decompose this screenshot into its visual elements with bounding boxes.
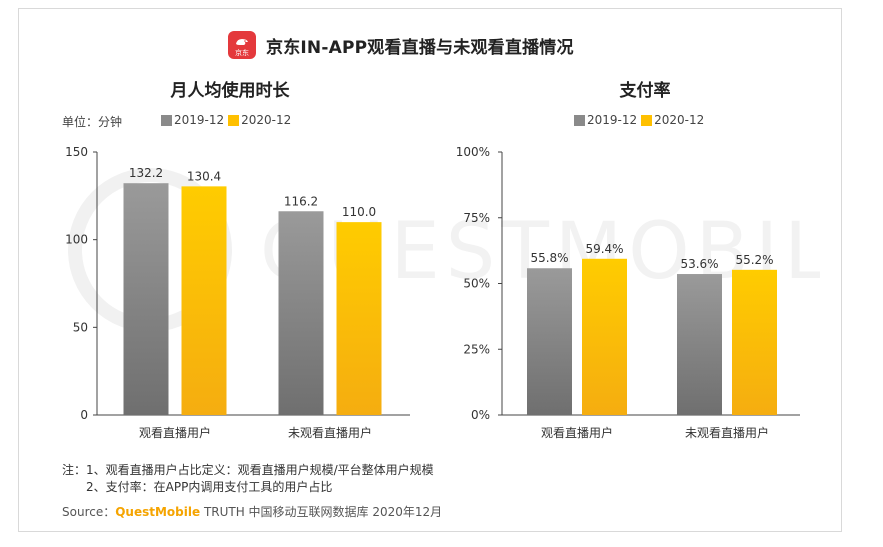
y-tick-label: 0%: [471, 408, 490, 422]
y-tick-label: 50: [73, 320, 88, 334]
jd-dog-icon: [236, 39, 248, 45]
legend-swatch-2019: [574, 114, 585, 126]
legend-item-2020: 2020-12: [228, 113, 291, 127]
legend-item-2020: 2020-12: [641, 113, 704, 127]
left-chart-title: 月人均使用时长: [170, 81, 290, 101]
bar: [527, 268, 572, 415]
source-line: Source：QuestMobile TRUTH 中国移动互联网数据库 2020…: [62, 503, 442, 520]
jd-logo-icon: 京东: [228, 31, 256, 59]
legend-label-2019: 2019-12: [174, 113, 225, 127]
source-suffix: TRUTH 中国移动互联网数据库 2020年12月: [200, 505, 443, 519]
legend-label-2019: 2019-12: [587, 113, 638, 127]
y-tick-label: 150: [65, 145, 88, 159]
data-label: 132.2: [129, 166, 163, 180]
data-label: 55.2%: [735, 253, 773, 267]
logo-text: 京东: [235, 49, 249, 57]
x-tick-label: 未观看直播用户: [288, 425, 372, 440]
y-tick-label: 25%: [463, 342, 490, 356]
data-label: 116.2: [284, 194, 318, 208]
page-title: 京东IN-APP观看直播与未观看直播情况: [266, 37, 574, 58]
legend-item-2019: 2019-12: [574, 113, 637, 127]
note-2: 2、支付率：在APP内调用支付工具的用户占比: [86, 480, 333, 494]
bar: [123, 183, 169, 415]
bar: [336, 222, 382, 415]
note-1: 注：1、观看直播用户占比定义：观看直播用户规模/平台整体用户规模: [62, 463, 434, 477]
data-label: 130.4: [187, 169, 221, 183]
x-tick-label: 未观看直播用户: [685, 425, 769, 440]
source-prefix: Source：: [62, 505, 116, 519]
bar: [181, 186, 227, 415]
y-tick-label: 100: [65, 233, 88, 247]
legend-swatch-2019: [161, 114, 172, 126]
legend-label-2020: 2020-12: [654, 113, 705, 127]
data-label: 53.6%: [680, 257, 718, 271]
data-label: 110.0: [342, 205, 376, 219]
y-tick-label: 100%: [456, 145, 490, 159]
right-chart-title: 支付率: [619, 81, 671, 101]
x-tick-label: 观看直播用户: [139, 425, 211, 440]
y-tick-label: 50%: [463, 277, 490, 291]
data-label: 55.8%: [530, 251, 568, 265]
bar: [278, 211, 324, 415]
legend-swatch-2020: [228, 114, 240, 126]
data-label: 59.4%: [585, 242, 623, 256]
source-brand: QuestMobile: [115, 505, 201, 519]
legend-item-2019: 2019-12: [161, 113, 224, 127]
bar: [582, 258, 627, 415]
left-legend: 2019-12 2020-12: [161, 113, 295, 127]
bar: [732, 269, 777, 415]
y-tick-label: 0: [80, 408, 88, 422]
y-tick-label: 75%: [463, 211, 490, 225]
right-legend: 2019-12 2020-12: [574, 113, 708, 127]
legend-label-2020: 2020-12: [241, 113, 292, 127]
x-tick-label: 观看直播用户: [541, 425, 613, 440]
title-row: 京东 京东IN-APP观看直播与未观看直播情况: [228, 30, 574, 60]
bar: [677, 274, 722, 415]
legend-swatch-2020: [641, 114, 653, 126]
unit-label: 单位：分钟: [62, 115, 123, 129]
footnotes: 注：1、观看直播用户占比定义：观看直播用户规模/平台整体用户规模 2、支付率：在…: [62, 462, 434, 496]
